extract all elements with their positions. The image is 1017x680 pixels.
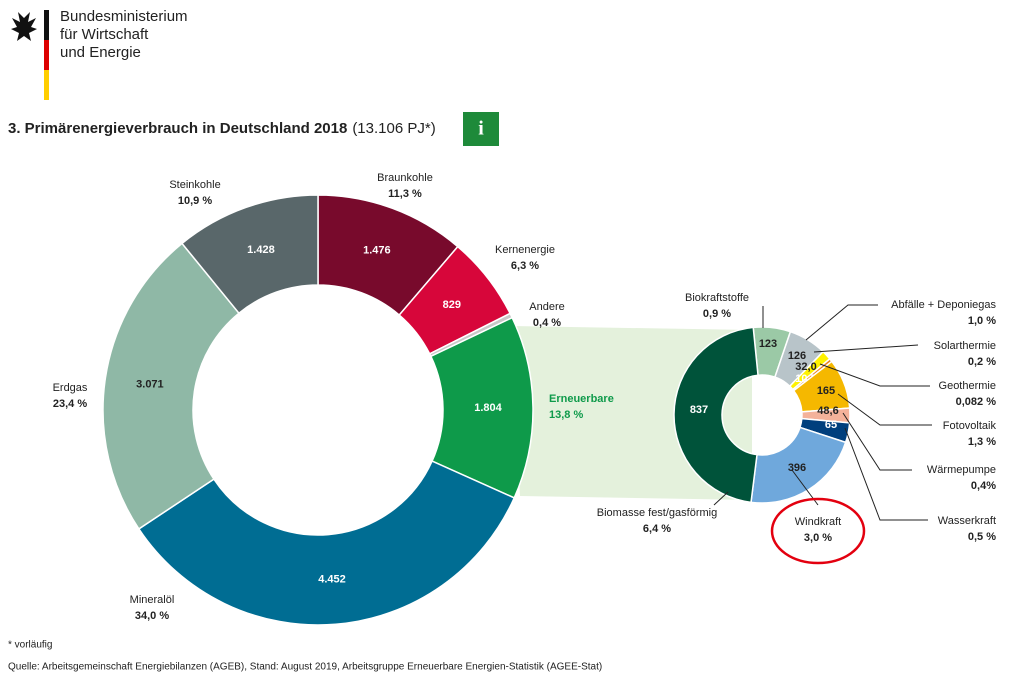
info-button[interactable]: i xyxy=(463,112,499,146)
share-label: 11,3 % xyxy=(388,188,422,200)
info-icon[interactable]: i xyxy=(478,118,484,140)
share-label: 23,4 % xyxy=(53,398,87,410)
share-label: 0,2 % xyxy=(968,356,996,368)
donut-segment xyxy=(137,460,516,626)
share-label: 3,0 % xyxy=(804,532,832,544)
category-label: Mineralöl xyxy=(130,594,175,606)
category-label: Solarthermie xyxy=(934,340,996,352)
share-label: 1,0 % xyxy=(968,315,996,327)
share-label: 0,082 % xyxy=(956,396,997,408)
share-label: 0,5 % xyxy=(968,531,996,543)
value-label: 1.804 xyxy=(474,402,502,414)
info-button-bg[interactable] xyxy=(463,112,499,146)
category-label: Geothermie xyxy=(939,380,996,392)
share-label: 10,9 % xyxy=(178,195,212,207)
value-label: 165 xyxy=(817,385,835,397)
share-label: 6,3 % xyxy=(511,260,539,272)
leader-lines xyxy=(713,304,932,521)
value-label: 3.071 xyxy=(136,378,164,390)
category-label: Fotovoltaik xyxy=(943,420,997,432)
category-label: Steinkohle xyxy=(169,179,220,191)
value-label: 1.428 xyxy=(247,244,275,256)
value-label: 123 xyxy=(759,338,777,350)
source: Quelle: Arbeitsgemeinschaft Energiebilan… xyxy=(8,662,602,673)
value-label: 396 xyxy=(788,462,806,474)
category-label: Erdgas xyxy=(53,382,88,394)
donut-segment xyxy=(750,426,847,504)
value-label: 837 xyxy=(690,404,708,416)
ministry-line: und Energie xyxy=(60,44,141,61)
value-label: 1.476 xyxy=(363,244,391,256)
main-donut: 1.476 Braunkohle 11,3 % 829 Kernenergie 6,3 %… xyxy=(53,172,614,626)
subtitle: (13.106 PJ*) xyxy=(352,120,435,137)
value-label: 65 xyxy=(825,419,837,431)
category-label: Wasserkraft xyxy=(938,515,996,527)
share-label: 0,4% xyxy=(971,480,996,492)
ministry-line: für Wirtschaft xyxy=(60,26,149,43)
highlight-circle xyxy=(770,497,866,565)
category-label: Andere xyxy=(529,301,564,313)
category-label: Abfälle + Deponiegas xyxy=(891,299,996,311)
value-label: 4.452 xyxy=(318,573,346,585)
chart-title: 3. Primärenergieverbrauch in Deutschland… xyxy=(8,120,436,137)
donut-segment xyxy=(673,326,759,504)
logo xyxy=(11,10,49,100)
share-label: 6,4 % xyxy=(643,523,671,535)
title: 3. Primärenergieverbrauch in Deutschland… xyxy=(8,120,347,137)
category-label: Braunkohle xyxy=(377,172,433,184)
footnote: * vorläufig xyxy=(8,640,52,651)
value-label: 126 xyxy=(788,350,806,362)
renewables-donut: 123 Biokraftstoffe 0,9 % 126 Abfälle + Depon… xyxy=(597,292,997,544)
category-label: Wärmepumpe xyxy=(927,464,996,476)
donut-segment xyxy=(180,194,319,315)
share-label: 13,8 % xyxy=(549,409,583,421)
ministry-line: Bundesministerium xyxy=(60,8,188,25)
value-label: 829 xyxy=(443,299,461,311)
share-label: 1,3 % xyxy=(968,436,996,448)
value-label: 32,0 xyxy=(795,361,816,373)
category-label: Kernenergie xyxy=(495,244,555,256)
category-label: Erneuerbare xyxy=(549,393,614,405)
share-label: 0,4 % xyxy=(533,317,561,329)
donut-segment xyxy=(102,242,241,530)
category-label: Biokraftstoffe xyxy=(685,292,749,304)
value-label: 48,6 xyxy=(817,405,838,417)
share-label: 34,0 % xyxy=(135,610,169,622)
category-label: Biomasse fest/gasförmig xyxy=(597,507,717,519)
share-label: 0,9 % xyxy=(703,308,731,320)
category-label: Windkraft xyxy=(795,516,841,528)
